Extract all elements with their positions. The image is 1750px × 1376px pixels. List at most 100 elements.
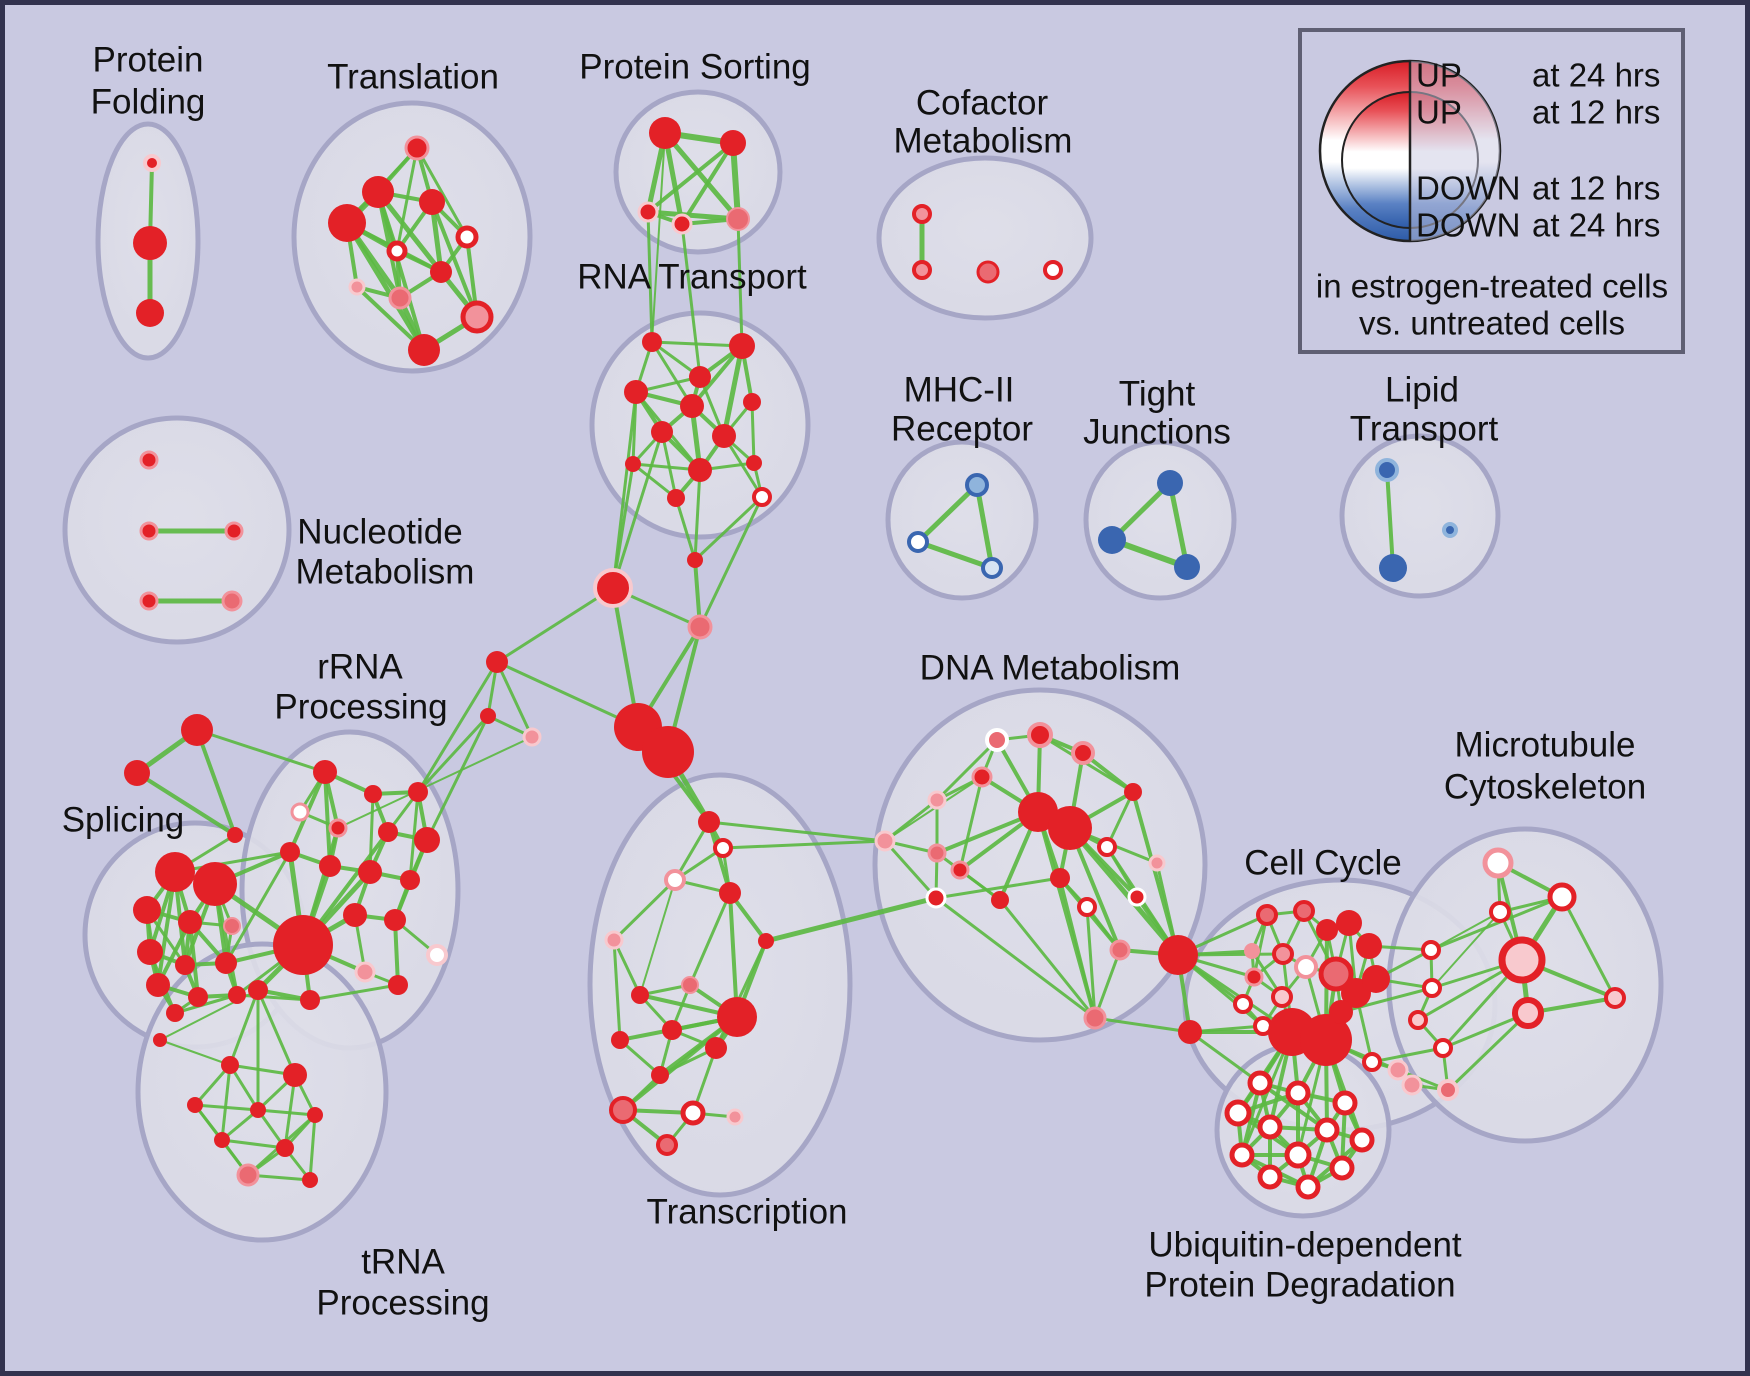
network-node xyxy=(1043,260,1063,280)
network-node xyxy=(689,366,711,388)
network-node xyxy=(1272,943,1294,965)
network-node xyxy=(1018,792,1058,832)
network-edge xyxy=(612,938,642,997)
network-node xyxy=(153,1033,167,1047)
cluster-label: Protein Degradation xyxy=(1144,1265,1455,1304)
network-node xyxy=(136,299,164,327)
network-node xyxy=(408,334,440,366)
network-node xyxy=(726,1108,744,1126)
network-edge xyxy=(195,728,327,774)
network-edge xyxy=(915,482,980,545)
network-node xyxy=(1356,933,1382,959)
network-node xyxy=(273,915,333,975)
cluster-label: Metabolism xyxy=(296,552,475,591)
legend-time-label: at 12 hrs xyxy=(1532,94,1660,131)
network-node xyxy=(175,955,195,975)
network-node xyxy=(133,896,161,924)
network-node xyxy=(981,557,1003,579)
cluster-label: RNA Transport xyxy=(577,257,807,296)
network-edge xyxy=(1085,905,1097,1020)
network-node xyxy=(1124,783,1142,801)
cluster-label: Tight xyxy=(1119,374,1196,413)
network-node xyxy=(280,842,300,862)
legend-direction-label: DOWN xyxy=(1416,170,1520,207)
cluster-ellipse-cofactor-metabolism xyxy=(876,155,1094,321)
network-node xyxy=(927,790,947,810)
cluster-label: Processing xyxy=(274,687,447,726)
network-edge xyxy=(690,344,744,408)
legend-direction-label: DOWN xyxy=(1416,207,1520,244)
network-edge xyxy=(337,736,533,829)
network-edge xyxy=(750,400,756,465)
network-node xyxy=(1422,978,1442,998)
network-edge xyxy=(935,738,999,802)
network-node xyxy=(1498,936,1546,984)
network-node xyxy=(328,204,366,242)
cluster-label: Protein xyxy=(93,40,204,79)
network-edge xyxy=(707,820,887,843)
network-node xyxy=(1257,1114,1283,1140)
cluster-label: Transport xyxy=(1350,409,1499,448)
network-node xyxy=(1433,1038,1453,1058)
network-edge xyxy=(159,1039,231,1066)
cluster-label: rRNA xyxy=(317,647,403,686)
network-node xyxy=(687,552,703,568)
network-node xyxy=(378,822,398,842)
network-node xyxy=(624,380,648,404)
legend-time-label: at 24 hrs xyxy=(1532,57,1660,94)
network-node xyxy=(328,818,348,838)
cluster-label: Cell Cycle xyxy=(1244,843,1402,882)
network-edge xyxy=(1093,1016,1192,1034)
network-edge xyxy=(1446,1011,1530,1092)
network-node xyxy=(414,827,440,853)
network-node xyxy=(912,204,932,224)
network-node xyxy=(965,473,989,497)
network-node xyxy=(1329,1155,1355,1181)
network-node xyxy=(178,910,202,934)
network-edge xyxy=(1105,790,1135,849)
network-edge xyxy=(430,200,479,319)
network-node xyxy=(1375,458,1399,482)
network-node xyxy=(611,1031,629,1049)
legend-time-label: at 12 hrs xyxy=(1532,170,1660,207)
network-node xyxy=(1148,854,1166,872)
network-node xyxy=(1257,1164,1283,1190)
network-edge xyxy=(416,714,490,794)
network-node xyxy=(319,855,341,877)
network-node xyxy=(662,1020,682,1040)
network-edge xyxy=(680,222,702,379)
network-edge xyxy=(495,586,615,664)
network-edge xyxy=(416,660,499,794)
network-edge xyxy=(721,343,745,439)
network-node xyxy=(713,838,733,858)
network-node xyxy=(187,1097,203,1113)
network-node xyxy=(221,1056,239,1074)
network-node xyxy=(1332,1090,1358,1116)
network-node xyxy=(362,176,394,208)
network-edge xyxy=(1429,895,1564,952)
network-edge xyxy=(884,776,983,842)
network-node xyxy=(705,1037,727,1059)
network-node xyxy=(1127,887,1147,907)
network-node xyxy=(712,424,736,448)
network-node xyxy=(1362,965,1390,993)
network-edge xyxy=(1258,1081,1329,1132)
network-node xyxy=(455,225,479,249)
network-node xyxy=(609,1096,637,1124)
network-node xyxy=(1229,1142,1255,1168)
network-node xyxy=(649,117,681,149)
network-node xyxy=(1071,741,1095,765)
network-edge xyxy=(631,462,678,500)
network-edge xyxy=(220,1063,232,1142)
network-nodes-layer xyxy=(124,117,1626,1200)
network-node xyxy=(193,862,237,906)
network-edge xyxy=(651,132,666,343)
network-edge xyxy=(673,820,711,882)
network-edge xyxy=(1339,986,1434,1014)
cluster-label: Metabolism xyxy=(894,121,1073,160)
network-node xyxy=(124,760,150,786)
network-node xyxy=(1083,1006,1107,1030)
network-node xyxy=(250,1102,266,1118)
